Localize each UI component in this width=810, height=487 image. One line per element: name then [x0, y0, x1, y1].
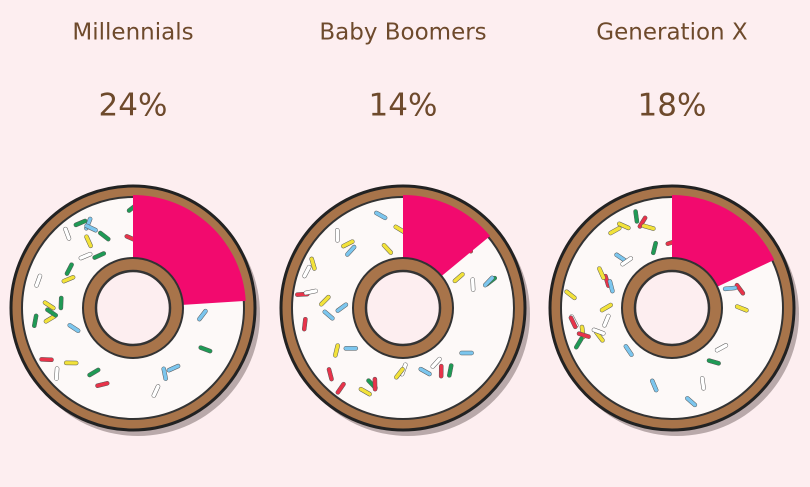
sector	[403, 195, 491, 278]
sprinkle	[335, 302, 349, 313]
sprinkle	[623, 344, 634, 357]
sprinkle	[78, 251, 93, 261]
chart-title: Generation X	[596, 20, 748, 46]
hole	[364, 269, 442, 347]
sprinkle	[602, 313, 611, 328]
sprinkle	[92, 251, 107, 260]
sprinkle	[714, 343, 729, 353]
sprinkle	[599, 302, 613, 313]
sprinkle	[650, 378, 659, 393]
sprinkle	[430, 356, 442, 369]
sector	[133, 195, 246, 305]
sprinkle	[699, 376, 706, 391]
sprinkle	[470, 277, 476, 292]
sprinkle	[73, 218, 88, 228]
sprinkle	[617, 221, 631, 231]
sprinkle	[58, 295, 64, 311]
sprinkle	[63, 226, 72, 241]
sprinkle	[372, 376, 378, 392]
sprinkle	[301, 316, 308, 332]
sprinkle	[335, 228, 340, 243]
sprinkle	[166, 363, 181, 373]
sprinkle	[685, 396, 698, 408]
sprinkle	[343, 346, 359, 351]
chart-title: Baby Boomers	[319, 20, 486, 46]
sprinkle	[87, 367, 101, 378]
sprinkle	[64, 262, 74, 276]
sprinkle	[45, 307, 59, 318]
sprinkle	[651, 240, 658, 256]
sprinkle	[447, 363, 454, 378]
sprinkle	[303, 288, 318, 296]
sprinkle	[394, 367, 405, 380]
chart-title: Millennials	[72, 20, 193, 46]
sprinkle	[358, 386, 372, 397]
sprinkle	[333, 343, 340, 358]
sprinkle	[345, 244, 357, 257]
sprinkle	[633, 209, 640, 224]
sprinkle	[61, 275, 76, 284]
sprinkle	[335, 381, 346, 395]
sprinkle	[597, 266, 606, 280]
value-label: 18%	[638, 88, 707, 124]
sprinkle	[591, 327, 606, 336]
sprinkle	[374, 210, 388, 221]
sprinkle	[438, 363, 444, 379]
sprinkle	[482, 275, 495, 288]
sprinkle	[608, 225, 622, 236]
sprinkle	[197, 308, 208, 322]
sprinkle	[341, 239, 355, 249]
sprinkle	[734, 282, 746, 296]
sprinkle	[95, 381, 110, 388]
sprinkle	[607, 279, 615, 294]
sprinkle	[302, 264, 312, 279]
sprinkle	[418, 366, 432, 377]
sprinkle	[67, 323, 81, 333]
sprinkle	[319, 294, 331, 307]
sprinkle	[322, 309, 335, 321]
sprinkle	[84, 234, 93, 249]
sprinkle	[452, 272, 465, 284]
sprinkle	[637, 215, 648, 229]
sprinkle	[34, 273, 43, 288]
sprinkle	[161, 366, 168, 381]
hole	[94, 269, 172, 347]
value-label: 14%	[369, 88, 438, 124]
sprinkle	[98, 230, 111, 242]
sprinkle	[620, 256, 634, 267]
sprinkle	[151, 384, 161, 398]
sprinkle	[84, 223, 98, 233]
sprinkle	[381, 243, 394, 255]
value-label: 24%	[99, 88, 168, 124]
sprinkle	[39, 357, 54, 363]
hole	[633, 269, 711, 347]
sprinkle	[564, 289, 577, 301]
sprinkle	[706, 358, 721, 366]
sprinkle	[198, 345, 213, 354]
sprinkle	[309, 256, 317, 271]
sprinkle	[42, 300, 56, 311]
sprinkle	[734, 304, 749, 313]
sprinkle	[54, 366, 60, 381]
sprinkle	[63, 360, 79, 366]
sprinkle	[568, 315, 578, 330]
sprinkle	[459, 350, 474, 356]
sprinkle	[32, 313, 39, 328]
sprinkle	[641, 223, 656, 231]
sprinkle	[722, 285, 738, 292]
sprinkle	[576, 331, 591, 339]
sprinkle	[326, 367, 334, 382]
